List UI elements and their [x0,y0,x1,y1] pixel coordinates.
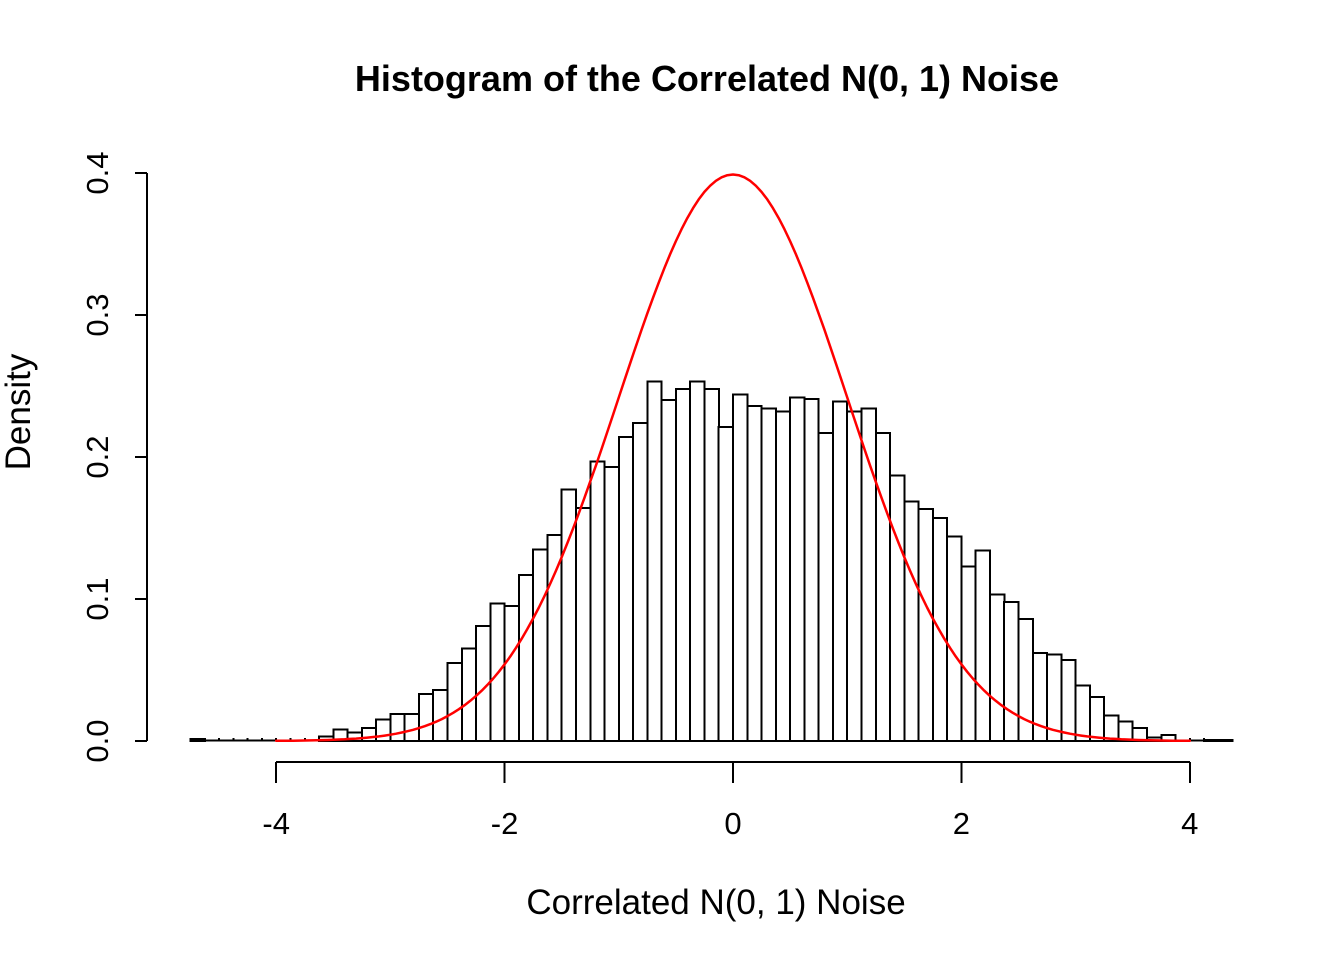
histogram-bar [1060,659,1077,742]
histogram-bar [703,387,720,742]
x-tick-label: -4 [262,806,290,841]
y-tick-label: 0.3 [80,293,115,336]
plot-axes [135,172,1191,783]
x-tick-label: 0 [724,806,741,841]
histogram-bar [532,548,549,742]
y-tick-label: 0.4 [80,151,115,194]
histogram-bar [874,431,892,742]
histogram-bar [646,380,663,742]
histogram-bar [189,738,206,742]
histogram-bar [717,426,735,742]
histogram-bar [432,688,449,743]
normal-density-curve [274,173,1192,743]
x-tick-label: 2 [953,806,970,841]
histogram-bar [575,507,592,742]
histogram-bar [789,396,806,742]
histogram-bar [1003,600,1020,742]
histogram-bar [817,431,834,742]
histogram-bar [889,474,906,742]
histogram-bar [974,549,992,743]
histogram-bar [903,500,920,743]
chart-title: Histogram of the Correlated N(0, 1) Nois… [355,58,1059,99]
axis-tick-labels: 0.0 0.1 0.2 0.3 0.4 -4 -2 0 2 4 [80,151,1198,841]
histogram-bar [831,400,849,742]
y-tick-label: 0.2 [80,435,115,478]
histogram-bar [917,507,934,742]
histogram-bar [603,465,620,742]
histogram-bar [517,573,535,743]
histogram-bar [460,647,478,743]
histogram-bar [1203,738,1220,743]
histogram-bar [660,399,677,742]
histogram-bar [503,605,520,742]
histogram-bar [389,713,406,742]
histogram-bar [1088,696,1106,742]
histogram-bar [774,410,792,742]
histogram-bar [632,421,649,742]
y-tick-label: 0.1 [80,577,115,620]
x-tick-label: -2 [491,806,519,841]
histogram-bar [446,661,463,743]
histogram-bar [1217,738,1234,743]
histogram-bar [946,535,963,742]
histogram-bar [689,380,706,742]
histogram-bars [189,380,1234,743]
histogram-bar [674,387,692,742]
histogram-bar [803,397,820,742]
histogram-bar [960,565,977,742]
histogram-bar [589,460,606,742]
y-tick-label: 0.0 [80,719,115,762]
normal-curve-path [274,173,1192,743]
histogram-bar [617,436,635,742]
histogram-bar [846,410,863,742]
x-axis-title: Correlated N(0, 1) Noise [526,883,905,922]
histogram-bar [746,404,763,742]
y-axis-title: Density [0,353,38,470]
histogram-bar [732,393,749,742]
histogram-bar [1074,684,1091,742]
x-tick-label: 4 [1181,806,1198,841]
histogram-bar [546,534,563,742]
histogram-bar [989,593,1006,743]
histogram-bar [375,718,392,743]
histogram-bar [417,693,435,742]
histogram-bar [760,407,777,742]
